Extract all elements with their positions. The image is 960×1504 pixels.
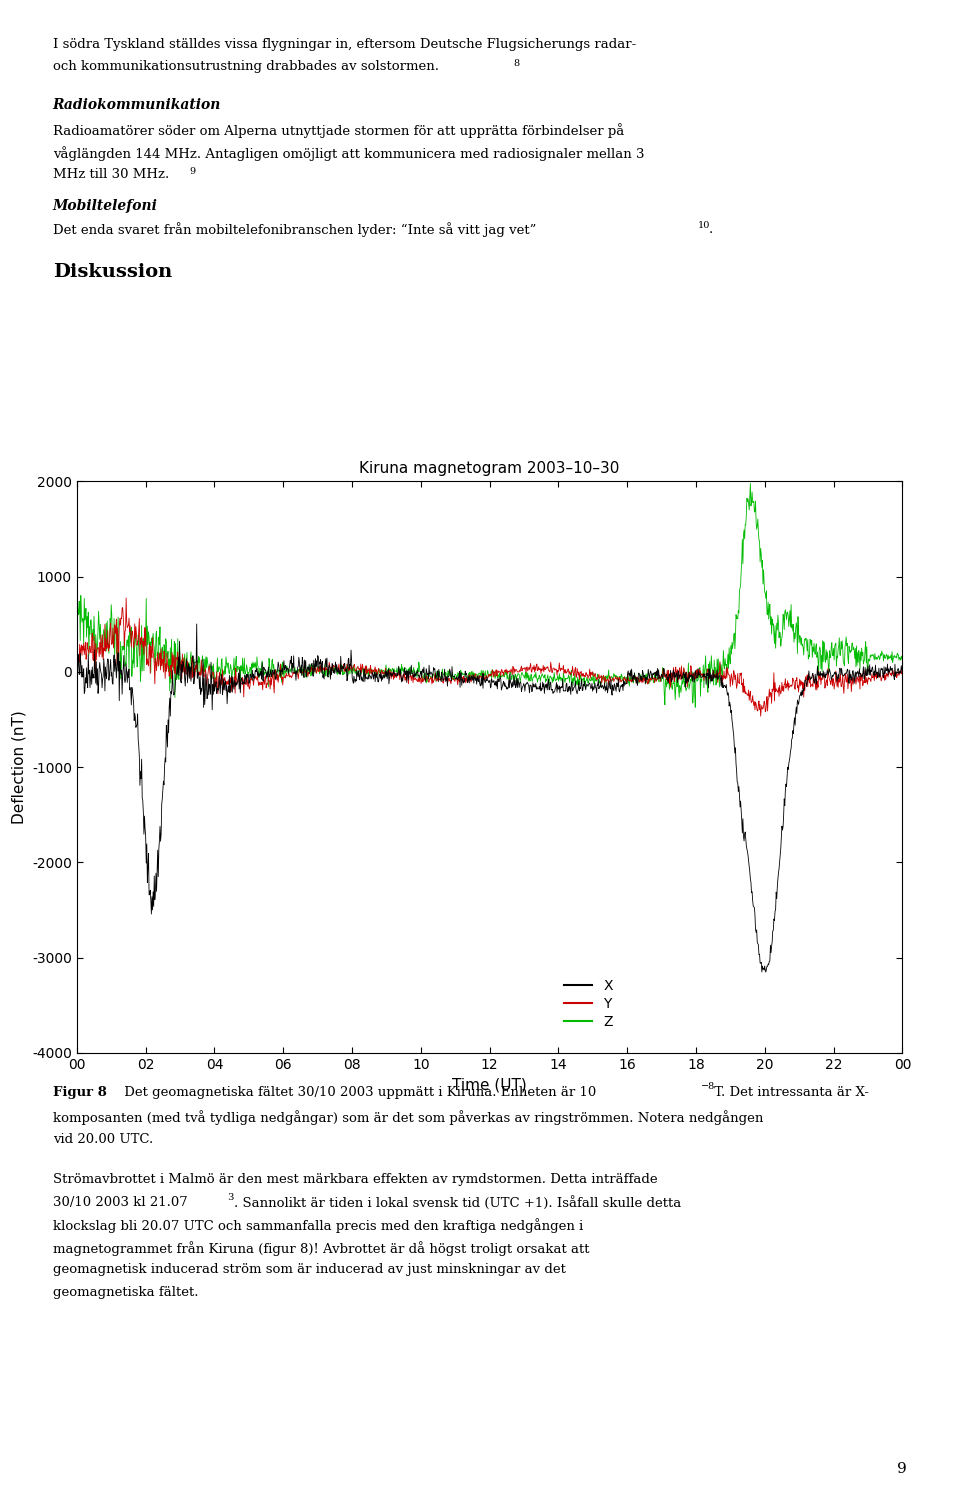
Text: 30/10 2003 kl 21.07: 30/10 2003 kl 21.07 (53, 1196, 187, 1209)
Text: Radioamatörer söder om Alperna utnyttjade stormen för att upprätta förbindelser : Radioamatörer söder om Alperna utnyttjad… (53, 123, 624, 138)
Text: . Sannolikt är tiden i lokal svensk tid (UTC +1). Isåfall skulle detta: . Sannolikt är tiden i lokal svensk tid … (234, 1196, 682, 1209)
Text: .: . (708, 223, 712, 236)
Text: geomagnetiska fältet.: geomagnetiska fältet. (53, 1286, 199, 1299)
Text: och kommunikationsutrustning drabbades av solstormen.: och kommunikationsutrustning drabbades a… (53, 60, 439, 74)
Text: Det geomagnetiska fältet 30/10 2003 uppmätt i Kiruna. Enheten är 10: Det geomagnetiska fältet 30/10 2003 uppm… (120, 1086, 596, 1099)
Text: I södra Tyskland ställdes vissa flygningar in, eftersom Deutsche Flugsicherungs : I södra Tyskland ställdes vissa flygning… (53, 38, 636, 51)
Text: Det enda svaret från mobiltelefonibranschen lyder: “Inte så vitt jag vet”: Det enda svaret från mobiltelefonibransc… (53, 223, 537, 238)
Y-axis label: Deflection (nT): Deflection (nT) (12, 710, 26, 824)
Text: MHz till 30 MHz.: MHz till 30 MHz. (53, 168, 169, 182)
Text: −8: −8 (701, 1083, 715, 1090)
Text: geomagnetisk inducerad ström som är inducerad av just minskningar av det: geomagnetisk inducerad ström som är indu… (53, 1263, 565, 1277)
Text: våglängden 144 MHz. Antagligen omöjligt att kommunicera med radiosignaler mellan: våglängden 144 MHz. Antagligen omöjligt … (53, 146, 644, 161)
Text: Figur 8: Figur 8 (53, 1086, 107, 1099)
X-axis label: Time (UT): Time (UT) (452, 1077, 527, 1092)
Text: Strömavbrottet i Malmö är den mest märkbara effekten av rymdstormen. Detta inträ: Strömavbrottet i Malmö är den mest märkb… (53, 1173, 658, 1187)
Text: 10: 10 (698, 221, 710, 230)
Text: 9: 9 (898, 1462, 907, 1475)
Text: Diskussion: Diskussion (53, 263, 172, 281)
Text: 9: 9 (189, 167, 195, 176)
Text: T. Det intressanta är X-: T. Det intressanta är X- (710, 1086, 870, 1099)
Text: magnetogrammet från Kiruna (figur 8)! Avbrottet är då högst troligt orsakat att: magnetogrammet från Kiruna (figur 8)! Av… (53, 1241, 589, 1256)
Text: 3: 3 (225, 1194, 234, 1202)
Legend: X, Y, Z: X, Y, Z (559, 973, 618, 1035)
Text: 8: 8 (514, 59, 519, 68)
Text: Radiokommunikation: Radiokommunikation (53, 98, 221, 111)
Text: vid 20.00 UTC.: vid 20.00 UTC. (53, 1133, 153, 1146)
Text: klockslag bli 20.07 UTC och sammanfalla precis med den kraftiga nedgången i: klockslag bli 20.07 UTC och sammanfalla … (53, 1218, 583, 1233)
Text: komposanten (med två tydliga nedgångar) som är det som påverkas av ringströmmen.: komposanten (med två tydliga nedgångar) … (53, 1110, 763, 1125)
Title: Kiruna magnetogram 2003–10–30: Kiruna magnetogram 2003–10–30 (359, 460, 620, 475)
Text: Mobiltelefoni: Mobiltelefoni (53, 199, 157, 212)
